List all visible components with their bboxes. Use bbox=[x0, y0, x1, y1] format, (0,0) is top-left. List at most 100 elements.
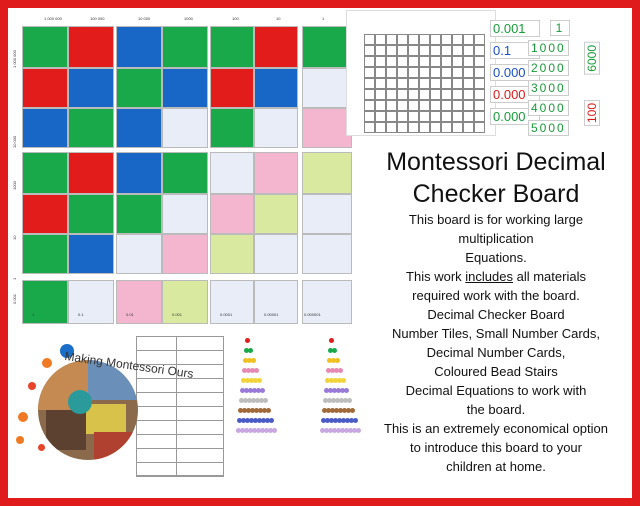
grid-square bbox=[463, 111, 474, 122]
bead bbox=[237, 418, 242, 423]
decimal-card: 0.001 bbox=[490, 20, 540, 37]
grid-square bbox=[386, 45, 397, 56]
grid-square bbox=[474, 78, 485, 89]
bead bbox=[241, 418, 246, 423]
bead bbox=[330, 368, 335, 373]
grid-square bbox=[375, 122, 386, 133]
grid-square bbox=[386, 34, 397, 45]
description-line: Decimal Number Cards, bbox=[426, 345, 566, 360]
grid-square bbox=[375, 67, 386, 78]
grid-square bbox=[430, 67, 441, 78]
bead bbox=[248, 388, 253, 393]
bead bbox=[246, 368, 251, 373]
number-cards: 0.001 0.1 0.000 0.000 0.000 1 1000 2000 … bbox=[490, 20, 600, 136]
board-side-number: 0.001 bbox=[12, 293, 17, 304]
equation-row bbox=[136, 420, 224, 435]
board-square bbox=[68, 152, 114, 194]
equation-row bbox=[136, 462, 224, 477]
board-bottom-number: 0.1 bbox=[78, 312, 84, 317]
grid-square bbox=[408, 67, 419, 78]
board-square bbox=[116, 234, 162, 274]
logo-dot bbox=[38, 444, 45, 451]
bead bbox=[328, 428, 333, 433]
bead bbox=[264, 428, 269, 433]
board-top-number: 1000 bbox=[184, 16, 193, 21]
equation-row bbox=[136, 392, 224, 407]
bead bbox=[263, 398, 268, 403]
board-square bbox=[68, 68, 114, 108]
grid-square bbox=[430, 45, 441, 56]
description-line: Decimal Checker Board bbox=[427, 307, 565, 322]
title-line: Montessori Decimal bbox=[386, 148, 606, 176]
grid-square bbox=[364, 34, 375, 45]
bead bbox=[254, 408, 259, 413]
board-side-number: 10 000 bbox=[12, 135, 17, 148]
board-square bbox=[22, 280, 68, 324]
grid-square bbox=[441, 78, 452, 89]
bead bbox=[333, 378, 338, 383]
board-square bbox=[254, 280, 298, 324]
grid-square bbox=[463, 100, 474, 111]
bead bbox=[247, 358, 252, 363]
bead bbox=[343, 398, 348, 403]
grid-square bbox=[386, 89, 397, 100]
board-square bbox=[22, 194, 68, 234]
board-side-number: 10 bbox=[12, 235, 17, 240]
board-top-number: 1 bbox=[322, 16, 325, 21]
description-line: This is an extremely economical option bbox=[384, 421, 608, 436]
bead bbox=[247, 398, 252, 403]
bead bbox=[344, 388, 349, 393]
description-line: to introduce this board to your bbox=[410, 440, 582, 455]
grid-square bbox=[408, 78, 419, 89]
bead bbox=[265, 418, 270, 423]
bead bbox=[338, 408, 343, 413]
decimal-card: 0.1 bbox=[490, 42, 540, 59]
bead bbox=[340, 388, 345, 393]
board-square bbox=[68, 194, 114, 234]
board-square bbox=[210, 194, 254, 234]
grid-square bbox=[452, 122, 463, 133]
bead bbox=[240, 428, 245, 433]
grid-square bbox=[463, 122, 474, 133]
board-square bbox=[302, 26, 352, 68]
grid-square bbox=[386, 111, 397, 122]
board-side-number: 1 bbox=[12, 277, 17, 280]
bead bbox=[252, 388, 257, 393]
digit-card: 3000 bbox=[528, 80, 569, 96]
bead bbox=[334, 368, 339, 373]
grid-square bbox=[364, 122, 375, 133]
bead bbox=[353, 418, 358, 423]
bead bbox=[333, 418, 338, 423]
grid-square bbox=[386, 56, 397, 67]
digit-card: 5000 bbox=[528, 120, 569, 136]
bead bbox=[337, 378, 342, 383]
bead bbox=[325, 418, 330, 423]
grid-square bbox=[463, 45, 474, 56]
grid-square bbox=[408, 111, 419, 122]
board-square bbox=[210, 68, 254, 108]
board-square bbox=[162, 26, 208, 68]
digit-card: 2000 bbox=[528, 60, 569, 76]
bead bbox=[268, 428, 273, 433]
bead bbox=[242, 408, 247, 413]
grid-square bbox=[397, 45, 408, 56]
bead bbox=[249, 378, 254, 383]
grid-square bbox=[386, 78, 397, 89]
bead bbox=[329, 378, 334, 383]
bead bbox=[245, 378, 250, 383]
board-square bbox=[302, 194, 352, 234]
bead bbox=[332, 428, 337, 433]
grid-square bbox=[419, 34, 430, 45]
bead bbox=[245, 418, 250, 423]
grid-square bbox=[397, 34, 408, 45]
digit-card: 4000 bbox=[528, 100, 569, 116]
board-square bbox=[210, 280, 254, 324]
bead bbox=[251, 358, 256, 363]
bead bbox=[356, 428, 361, 433]
grid-square bbox=[419, 111, 430, 122]
bead bbox=[251, 398, 256, 403]
description-text: all materials bbox=[512, 269, 586, 284]
board-square bbox=[162, 194, 208, 234]
bead bbox=[250, 408, 255, 413]
grid-square bbox=[375, 45, 386, 56]
